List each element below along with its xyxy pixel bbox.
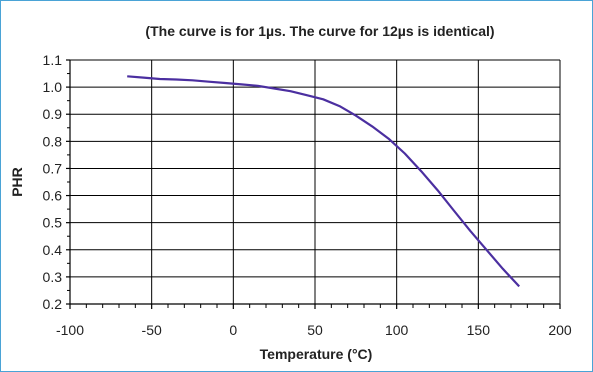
x-tick-label: 150 [467,322,491,338]
chart-title: (The curve is for 1µs. The curve for 12µ… [145,23,494,39]
x-tick-labels: -100 -50 0 50 100 150 200 [56,322,572,338]
y-tick-labels: 0.2 0.3 0.4 0.5 0.6 0.7 0.8 0.9 1.0 1.1 [43,52,63,312]
x-tick-label: -100 [56,322,84,338]
y-tick-label: 0.2 [43,296,63,312]
y-axis-title: PHR [9,167,25,197]
x-tick-label: 0 [229,322,237,338]
y-tick-label: 0.3 [43,269,63,285]
x-tick-label: 50 [307,322,323,338]
series [127,75,521,288]
series-line [127,75,521,288]
x-tick-label: -50 [142,322,162,338]
y-tick-label: 0.6 [43,188,63,204]
y-tick-label: 0.8 [43,133,63,149]
x-axis-title: Temperature (°C) [260,346,373,362]
y-tick-label: 1.0 [43,79,63,95]
grid [70,59,561,304]
y-tick-label: 0.5 [43,215,63,231]
x-tick-label: 100 [385,322,409,338]
axes [66,59,561,309]
y-tick-label: 0.7 [43,160,63,176]
y-tick-label: 0.4 [43,242,63,258]
x-tick-label: 200 [548,322,572,338]
y-tick-label: 0.9 [43,106,63,122]
y-tick-label: 1.1 [43,52,63,68]
